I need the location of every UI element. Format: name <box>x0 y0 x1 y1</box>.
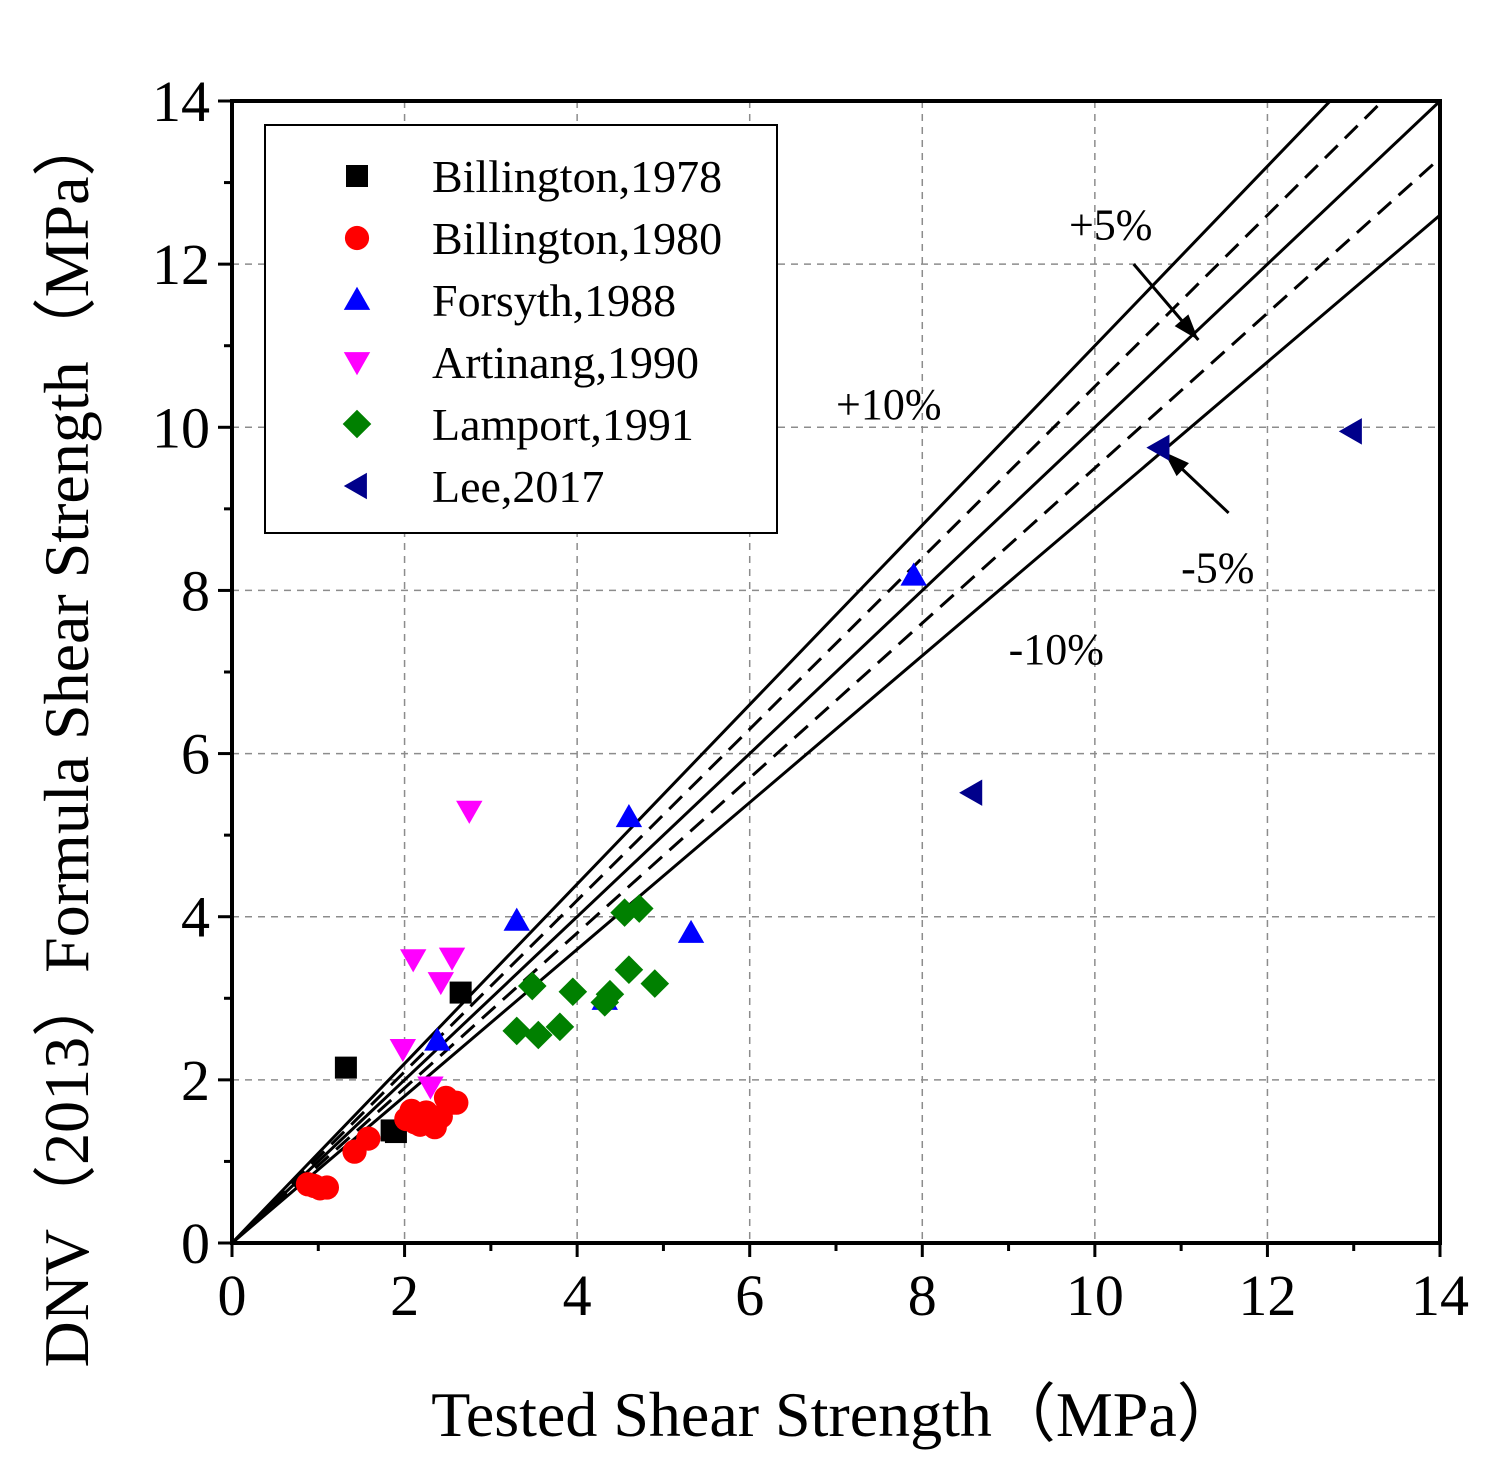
data-point-triangle-down <box>438 947 466 971</box>
legend-label: Forsyth,1988 <box>432 275 676 326</box>
x-tick-label: 10 <box>1066 1263 1124 1328</box>
data-point-triangle-down <box>400 949 427 973</box>
legend-marker-triangle-down <box>343 352 371 376</box>
data-point-diamond <box>595 979 625 1009</box>
x-tick-label: 14 <box>1411 1263 1469 1328</box>
annotation-label: -10% <box>1009 625 1104 674</box>
data-points <box>295 418 1362 1201</box>
legend-label: Lee,2017 <box>432 461 604 512</box>
y-tick-labels: 0 2 4 6 8 10 12 14 <box>152 69 210 1276</box>
x-tick-label: 0 <box>218 1263 247 1328</box>
legend-box <box>264 124 778 534</box>
annotation-arrow-head <box>1163 451 1189 477</box>
data-point-triangle-left <box>1338 418 1362 445</box>
y-tick-label: 6 <box>181 722 210 787</box>
annotation-label: +10% <box>836 380 941 429</box>
reference-line <box>232 156 1440 1243</box>
data-point-circle <box>356 1126 381 1151</box>
x-axis-title: Tested Shear Strength（MPa） <box>431 1379 1241 1450</box>
data-point-triangle-down <box>417 1076 444 1100</box>
legend: Billington,1978 Billington,1980 Forsyth,19… <box>264 124 778 534</box>
data-point-triangle-down <box>456 800 483 824</box>
data-point-circle <box>444 1090 469 1115</box>
data-point-diamond <box>624 894 654 923</box>
y-tick-label: 14 <box>152 69 210 134</box>
data-point-diamond <box>517 971 547 1001</box>
x-tick-label: 8 <box>908 1263 937 1328</box>
legend-label: Lamport,1991 <box>432 399 694 450</box>
axis-ticks <box>218 99 1442 1257</box>
y-tick-label: 2 <box>181 1048 210 1113</box>
data-point-diamond <box>558 977 588 1007</box>
x-tick-labels: 0 2 4 6 8 10 12 14 <box>218 1263 1470 1328</box>
annotation-arrows <box>1132 263 1230 515</box>
data-point-triangle-up <box>677 919 705 943</box>
legend-marker-circle <box>344 225 370 251</box>
data-point-triangle-left <box>959 779 983 806</box>
data-point-diamond <box>524 1020 553 1050</box>
data-point-diamond <box>614 955 644 985</box>
x-tick-label: 12 <box>1238 1263 1296 1328</box>
legend-label: Billington,1980 <box>432 213 722 264</box>
y-tick-label: 8 <box>181 558 210 623</box>
data-point-triangle-down <box>427 972 455 996</box>
data-point-triangle-down <box>389 1038 417 1063</box>
y-tick-label: 4 <box>181 885 210 950</box>
y-axis-title: DNV（2013）Formula Shear Strength（MPa） <box>31 112 102 1367</box>
legend-marker-square <box>346 165 368 187</box>
data-point-circle <box>314 1175 340 1200</box>
data-point-triangle-up <box>900 562 927 586</box>
data-point-square <box>334 1056 357 1079</box>
data-point-diamond <box>502 1016 532 1046</box>
x-tick-label: 4 <box>563 1263 592 1328</box>
data-point-triangle-up <box>615 803 643 828</box>
legend-marker-triangle-up <box>343 286 371 310</box>
annotations: +5% +10% -5% -10% <box>836 201 1254 674</box>
data-point-triangle-left <box>1146 434 1170 461</box>
legend-label: Artinang,1990 <box>432 337 699 388</box>
x-tick-label: 2 <box>390 1263 419 1328</box>
annotation-label: -5% <box>1181 543 1254 592</box>
reference-line <box>232 214 1440 1243</box>
x-tick-label: 6 <box>735 1263 764 1328</box>
y-tick-label: 0 <box>181 1211 210 1276</box>
legend-marker-diamond <box>342 409 372 439</box>
legend-marker-triangle-left <box>343 472 367 500</box>
reference-line <box>232 101 1332 1243</box>
reference-line <box>232 101 1440 1243</box>
y-tick-label: 10 <box>152 395 210 460</box>
y-tick-label: 12 <box>152 232 210 297</box>
data-point-triangle-up <box>503 907 530 931</box>
data-point-square <box>449 981 472 1004</box>
annotation-arrow-head <box>1174 314 1199 341</box>
annotation-label: +5% <box>1069 201 1152 250</box>
data-point-diamond <box>545 1012 575 1042</box>
legend-label: Billington,1978 <box>432 151 722 202</box>
data-point-triangle-up <box>424 1027 451 1051</box>
reference-lines <box>232 101 1440 1243</box>
data-point-diamond <box>640 969 670 998</box>
reference-line <box>232 101 1384 1243</box>
